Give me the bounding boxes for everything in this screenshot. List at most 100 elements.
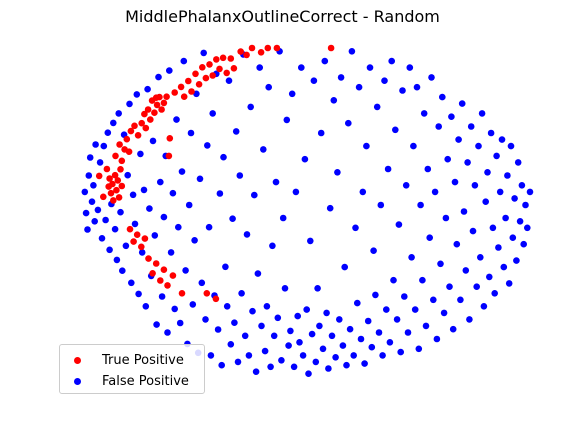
true-positive-point [213,56,220,63]
true-positive-point [118,157,126,165]
false-positive-point [263,303,271,310]
false-positive-point [140,186,148,194]
false-positive-point [451,178,459,186]
false-positive-point [310,77,318,84]
false-positive-point [290,363,298,371]
false-positive-point [258,322,265,330]
false-positive-point [323,309,330,317]
false-positive-point [269,242,276,250]
true-positive-point [237,48,244,55]
true-positive-point [138,243,145,251]
false-positive-point [164,329,171,336]
false-positive-point [453,240,461,248]
false-positive-point [496,188,504,196]
false-positive-point [388,57,396,65]
false-positive-point [279,214,287,222]
false-positive-point [411,306,419,313]
true-positive-point [180,93,188,100]
false-positive-point [439,93,446,101]
false-positive-point [236,172,244,179]
true-positive-point [153,101,161,109]
chart-title: MiddlePhalanxOutlineCorrect - Random [125,7,440,26]
true-positive-point [147,116,154,123]
false-positive-point [314,285,321,292]
false-positive-point [511,195,518,202]
false-positive-point [390,276,397,284]
true-positive-point [106,175,113,182]
true-positive-point [130,238,137,245]
false-positive-point [395,221,403,228]
false-positive-point [433,335,441,343]
false-positive-point [155,73,162,81]
false-positive-point [402,182,410,189]
false-positive-point [249,307,256,315]
false-positive-point [281,285,289,292]
true-positive-point [115,194,123,201]
false-positive-point [117,208,124,216]
false-positive-point [138,249,146,256]
false-positive-point [486,273,493,281]
false-positive-point [346,325,354,333]
false-positive-point [254,270,262,277]
legend-label-true-positive: True Positive [102,352,184,368]
false-positive-point [111,225,119,233]
true-positive-point [216,65,223,73]
false-positive-point [392,126,399,134]
false-positive-point [467,123,475,130]
false-positive-point [482,198,490,205]
false-positive-point [487,129,495,137]
false-positive-point [238,290,245,297]
true-positive-point [195,81,203,88]
false-positive-point [518,182,526,189]
false-positive-point [364,317,372,325]
false-positive-point [98,235,106,242]
true-positive-point [192,70,199,78]
false-positive-point [119,267,126,275]
false-positive-point [504,172,511,179]
false-positive-point [339,342,347,349]
false-positive-point [350,352,358,359]
false-positive-point [245,352,253,359]
false-positive-point [84,226,91,233]
false-positive-point [500,263,508,271]
legend-marker-true-positive [74,356,81,364]
true-positive-point [177,83,185,91]
false-positive-point [260,146,267,153]
false-positive-point [301,155,309,163]
false-positive-point [146,205,153,212]
false-positive-point [386,339,394,346]
false-positive-point [328,332,336,340]
false-positive-point [440,309,448,317]
false-positive-point [267,363,274,371]
false-positive-point [178,168,186,175]
false-positive-point [444,155,452,163]
true-positive-point [107,189,115,197]
false-positive-point [90,182,97,189]
false-positive-point [341,263,349,271]
false-positive-point [308,330,316,338]
false-positive-point [307,237,314,245]
true-positive-point [157,277,164,284]
false-positive-point [420,110,428,117]
true-positive-point [142,124,150,132]
false-positive-point [480,303,488,310]
false-positive-point [393,316,401,323]
false-positive-point [408,253,415,261]
true-positive-point [223,69,230,77]
true-positive-point [138,119,145,127]
false-positive-point [92,141,99,148]
false-positive-point [507,142,515,150]
false-positive-point [287,327,294,335]
false-positive-point [379,352,386,359]
false-positive-point [422,322,430,330]
false-positive-point [330,97,338,104]
false-positive-point [377,201,385,209]
legend-marker-false-positive [74,377,81,385]
false-positive-point [200,49,207,57]
false-positive-point [91,218,98,225]
false-positive-point [363,142,370,150]
false-positive-point [191,237,198,244]
false-positive-point [477,253,484,261]
false-positive-point [209,110,216,117]
false-positive-point [384,165,392,173]
